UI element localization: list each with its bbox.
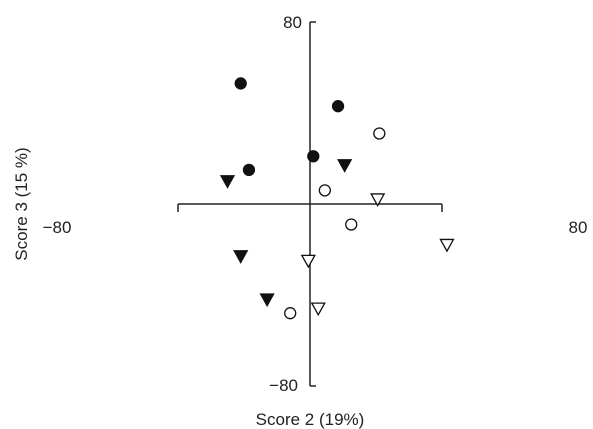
filled-circle-point <box>307 150 320 163</box>
open-triangle-down-point <box>300 254 316 269</box>
filled-circle-point <box>234 77 247 90</box>
x-axis-label: Score 2 (19%) <box>256 410 365 429</box>
filled-triangle-down-point <box>233 250 249 264</box>
filled-triangle-down-point <box>219 175 236 189</box>
open-circle-point <box>373 127 386 140</box>
filled-circle-point <box>331 100 345 113</box>
open-triangle-down-point <box>370 193 386 207</box>
filled-triangle-down-point <box>259 293 275 308</box>
x-tick-label-max: 80 <box>569 218 588 237</box>
filled-circle-point <box>242 163 256 177</box>
data-points <box>219 77 455 320</box>
open-triangle-down-point <box>439 238 455 253</box>
axes <box>177 21 443 387</box>
filled-triangle-down-point <box>337 159 353 173</box>
x-tick-label-min: −80 <box>43 218 72 237</box>
open-triangle-down-point <box>310 302 326 317</box>
y-axis-label: Score 3 (15 %) <box>12 147 31 260</box>
y-tick-label-max: 80 <box>283 13 302 32</box>
open-circle-point <box>284 307 297 320</box>
open-circle-point <box>318 184 332 197</box>
y-tick-label-min: −80 <box>269 376 298 395</box>
open-circle-point <box>345 218 358 231</box>
